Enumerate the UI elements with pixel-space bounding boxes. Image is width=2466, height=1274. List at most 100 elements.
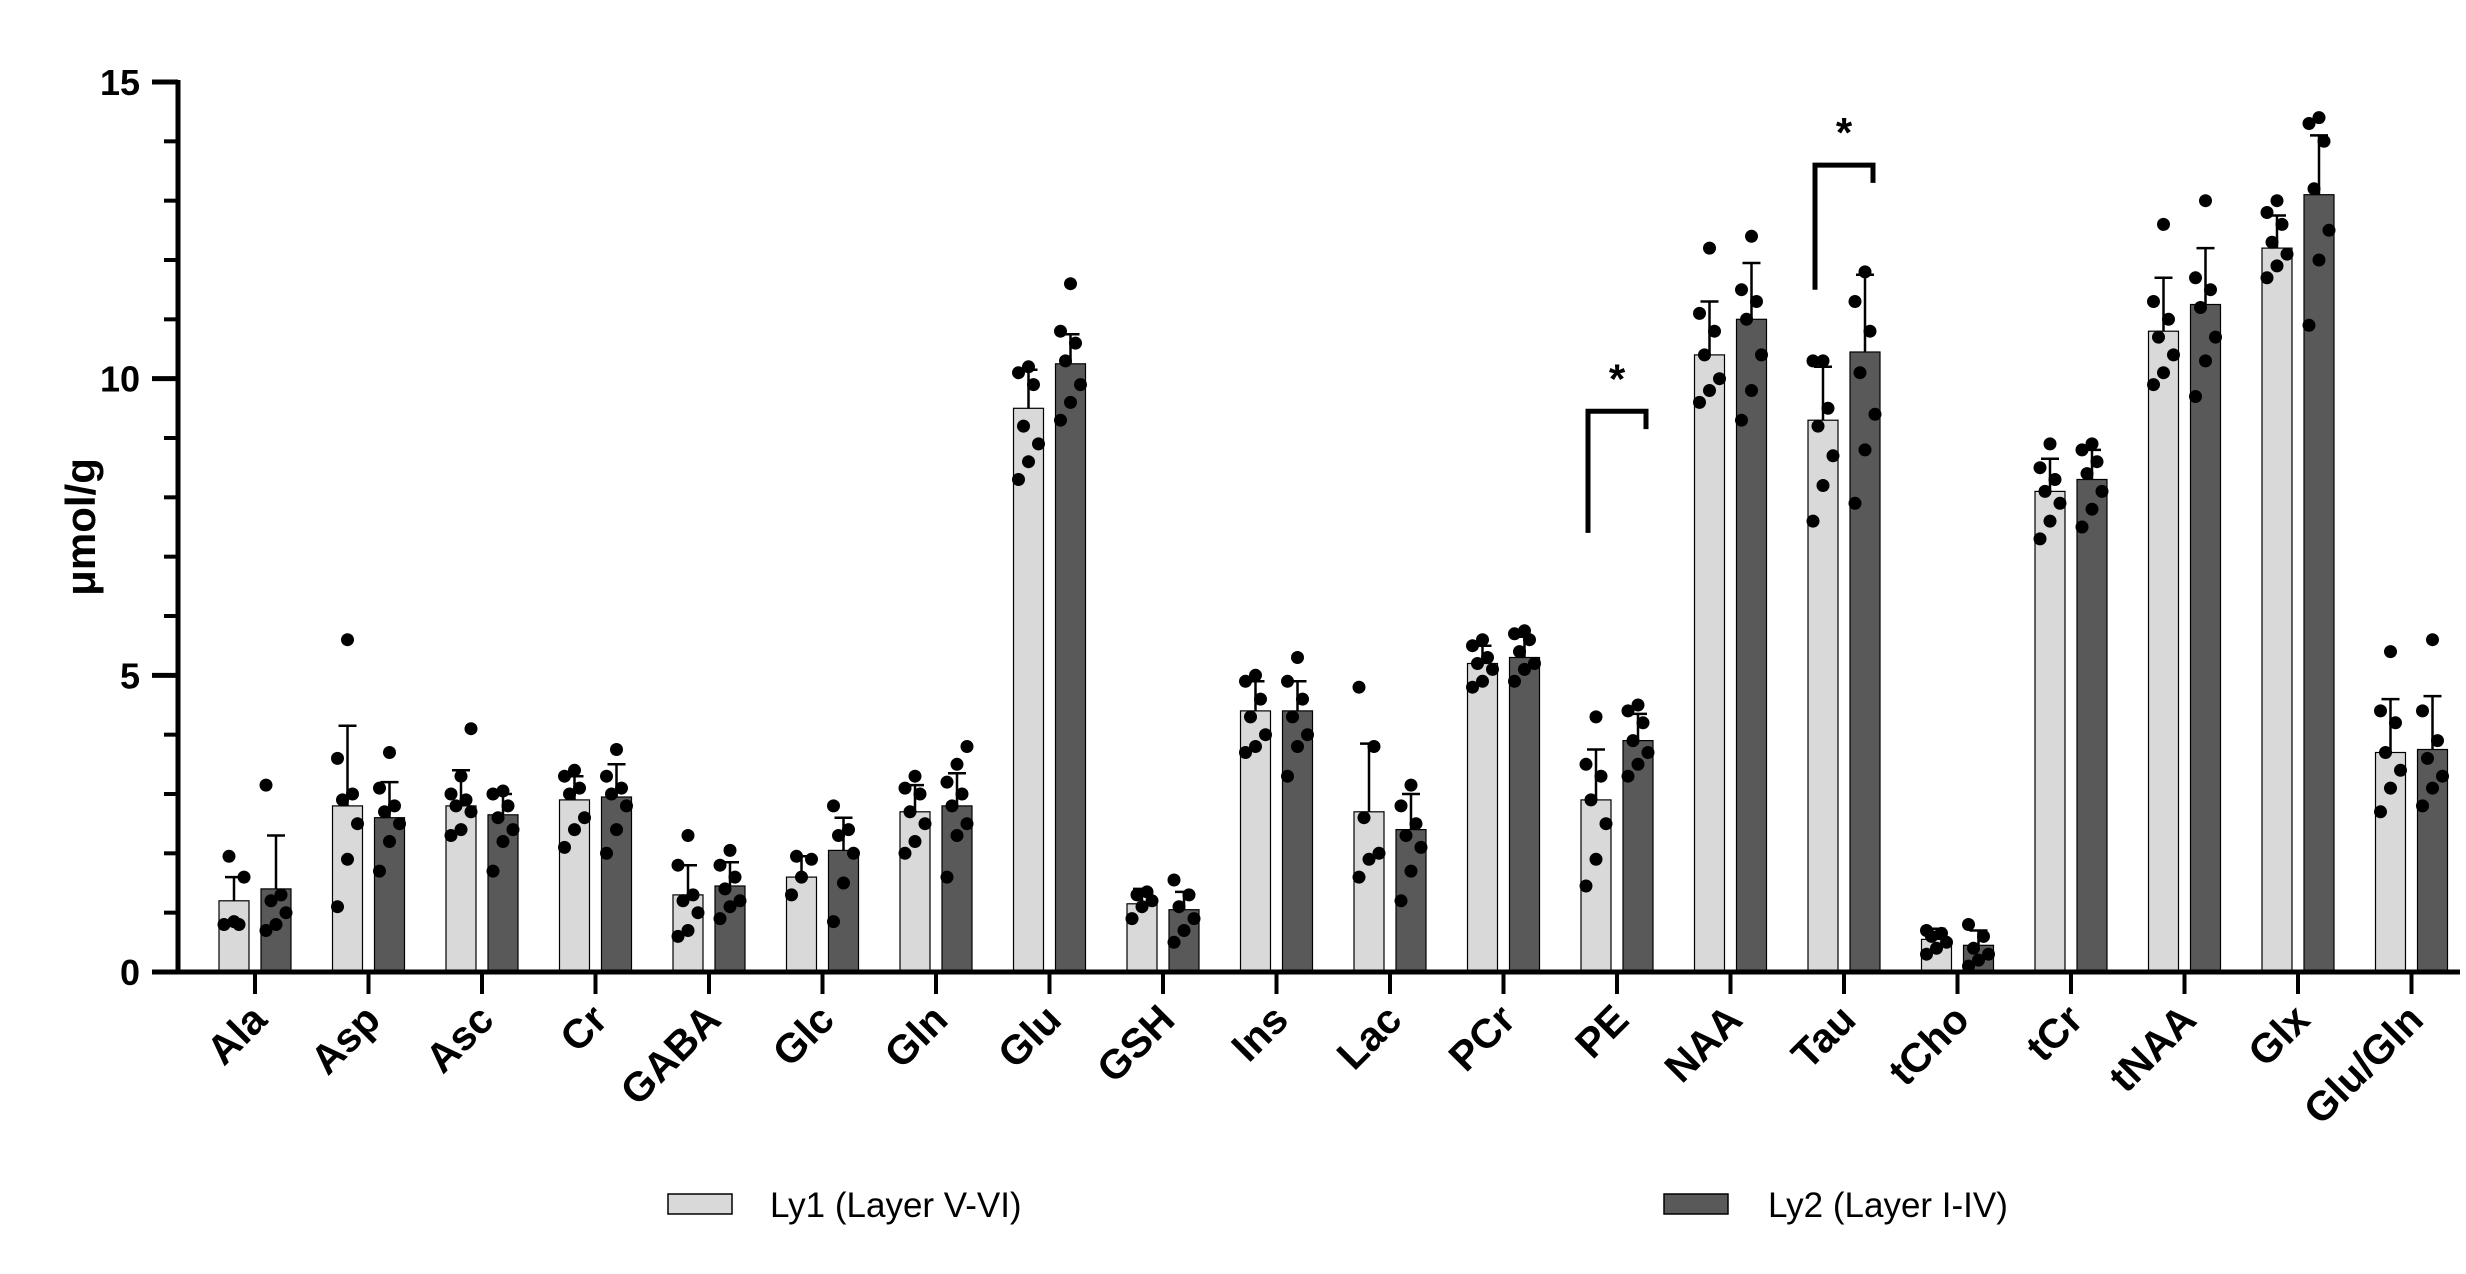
data-point-ly1-tCr	[2033, 532, 2047, 546]
data-point-ly1-Lac	[1352, 680, 1366, 694]
data-point-ly2-Asp	[393, 817, 406, 831]
data-point-ly1-Ins	[1249, 668, 1262, 682]
data-point-ly2-Cr	[610, 743, 623, 756]
data-point-ly1-Glu	[1012, 473, 1025, 486]
data-point-ly1-PE	[1579, 879, 1593, 893]
bar-ly2-tNAA	[2189, 303, 2222, 973]
data-point-ly2-Glc	[827, 915, 840, 929]
data-point-ly1-Asc	[444, 787, 458, 801]
data-point-ly2-Cr	[620, 799, 633, 813]
x-tick-label: Glu	[989, 996, 1070, 1077]
data-point-ly1-Gln	[898, 781, 912, 795]
data-point-ly1-tCr	[2033, 461, 2047, 475]
data-point-ly1-GSH	[1140, 885, 1154, 899]
data-point-ly2-Ins	[1291, 651, 1304, 664]
data-point-ly1-PCr	[1481, 651, 1494, 664]
data-point-ly2-Ala	[269, 918, 283, 931]
data-point-ly1-tNAA	[2162, 312, 2175, 326]
data-point-ly1-Asc	[464, 805, 478, 819]
data-point-ly1-Ala	[232, 918, 246, 931]
data-point-ly2-Tau	[1868, 407, 1882, 421]
data-point-ly1-Glx	[2270, 194, 2284, 208]
data-point-ly1-tCho	[1930, 941, 1943, 955]
data-point-ly1-Glx	[2280, 247, 2294, 261]
data-point-ly1-tCr	[2043, 437, 2057, 451]
data-point-ly1-tCho	[1935, 926, 1948, 940]
data-point-ly2-GSH	[1177, 924, 1191, 937]
data-point-ly1-NAA	[1703, 241, 1716, 255]
legend-swatch-ly1	[667, 1193, 733, 1215]
data-point-ly1-Glu	[1032, 437, 1045, 451]
data-point-ly2-GSH	[1172, 900, 1186, 914]
x-tick-label: Asp	[302, 996, 389, 1083]
bar-ly2-Glu	[1054, 363, 1087, 973]
data-point-ly2-Asc	[486, 787, 500, 801]
data-point-ly2-Gln	[950, 757, 964, 771]
x-tick-label: Asc	[417, 996, 503, 1082]
data-point-ly2-Glc	[827, 799, 840, 813]
data-point-ly2-Glu	[1059, 354, 1072, 368]
data-point-ly2-Ala	[279, 906, 293, 920]
data-point-ly1-tNAA	[2147, 295, 2160, 308]
data-point-ly2-tCr	[2085, 502, 2099, 516]
data-point-ly1-Asc	[454, 823, 468, 837]
data-point-ly2-tCho	[1972, 953, 1985, 967]
y-tick-label: 10	[100, 359, 140, 400]
data-point-ly1-Lac	[1367, 740, 1381, 753]
bar-ly2-Glc	[827, 849, 860, 973]
data-point-ly1-GABA	[676, 894, 690, 908]
x-tick-label: PCr	[1440, 996, 1524, 1080]
data-point-ly2-GABA	[718, 882, 732, 896]
data-point-ly1-Asp	[336, 793, 349, 807]
data-point-ly2-Cr	[600, 769, 613, 783]
data-point-ly1-Glu/Gln	[2384, 781, 2397, 795]
data-point-ly1-Glc	[805, 852, 818, 866]
y-tick-label: 0	[120, 952, 140, 993]
data-point-ly2-Ins	[1281, 769, 1294, 783]
data-point-ly2-NAA	[1745, 384, 1758, 397]
data-point-ly2-Tau	[1858, 443, 1872, 457]
data-point-ly2-PCr	[1513, 645, 1526, 659]
bar-ly1-Glu	[1012, 407, 1045, 973]
data-point-ly2-tCho	[1982, 947, 1995, 961]
data-point-ly2-Tau	[1858, 265, 1872, 279]
data-point-ly2-Asc	[501, 799, 515, 813]
data-point-ly2-Gln	[940, 870, 954, 884]
data-point-ly2-Glu/Gln	[2416, 799, 2429, 813]
data-point-ly2-Glu/Gln	[2416, 704, 2429, 718]
data-point-ly2-Lac	[1414, 840, 1428, 854]
data-point-ly1-Asp	[341, 633, 354, 647]
data-point-ly1-Glu/Gln	[2379, 746, 2392, 759]
data-point-ly1-Glu/Gln	[2394, 763, 2407, 777]
legend-label-ly1: Ly1 (Layer V-VI)	[770, 1186, 1022, 1225]
data-point-ly1-PE	[1599, 817, 1613, 831]
significance-bracket-PE	[1585, 408, 1649, 533]
data-point-ly1-Gln	[908, 835, 922, 848]
data-point-ly2-Gln	[960, 740, 974, 753]
data-point-ly2-PCr	[1508, 627, 1521, 641]
x-tick-label: Ins	[1222, 996, 1296, 1070]
data-point-ly2-PCr	[1518, 624, 1531, 638]
data-point-ly1-Cr	[558, 840, 571, 854]
data-point-ly2-Glx	[2312, 111, 2326, 125]
data-point-ly1-PCr	[1466, 639, 1479, 653]
data-point-ly2-Tau	[1848, 496, 1862, 510]
data-point-ly2-Asp	[388, 799, 401, 813]
data-point-ly1-Glu	[1022, 455, 1035, 469]
data-point-ly1-Gln	[908, 769, 922, 783]
bar-ly2-tCr	[2076, 478, 2108, 973]
data-point-ly2-Glu/Gln	[2426, 781, 2439, 795]
data-point-ly2-Tau	[1863, 324, 1877, 338]
data-point-ly2-Lac	[1399, 829, 1413, 842]
data-point-ly1-Tau	[1821, 401, 1835, 415]
data-point-ly1-tCr	[2048, 473, 2062, 486]
data-point-ly2-Gln	[960, 817, 974, 831]
data-point-ly2-Glx	[2312, 253, 2326, 267]
data-point-ly1-NAA	[1708, 324, 1721, 338]
data-point-ly1-Glc	[795, 870, 808, 884]
x-tick-label: GABA	[611, 996, 729, 1114]
data-point-ly2-PE	[1621, 704, 1635, 718]
data-point-ly1-Cr	[563, 787, 576, 801]
x-tick-label: Ala	[198, 995, 276, 1073]
bar-ly1-Ala	[218, 900, 250, 973]
